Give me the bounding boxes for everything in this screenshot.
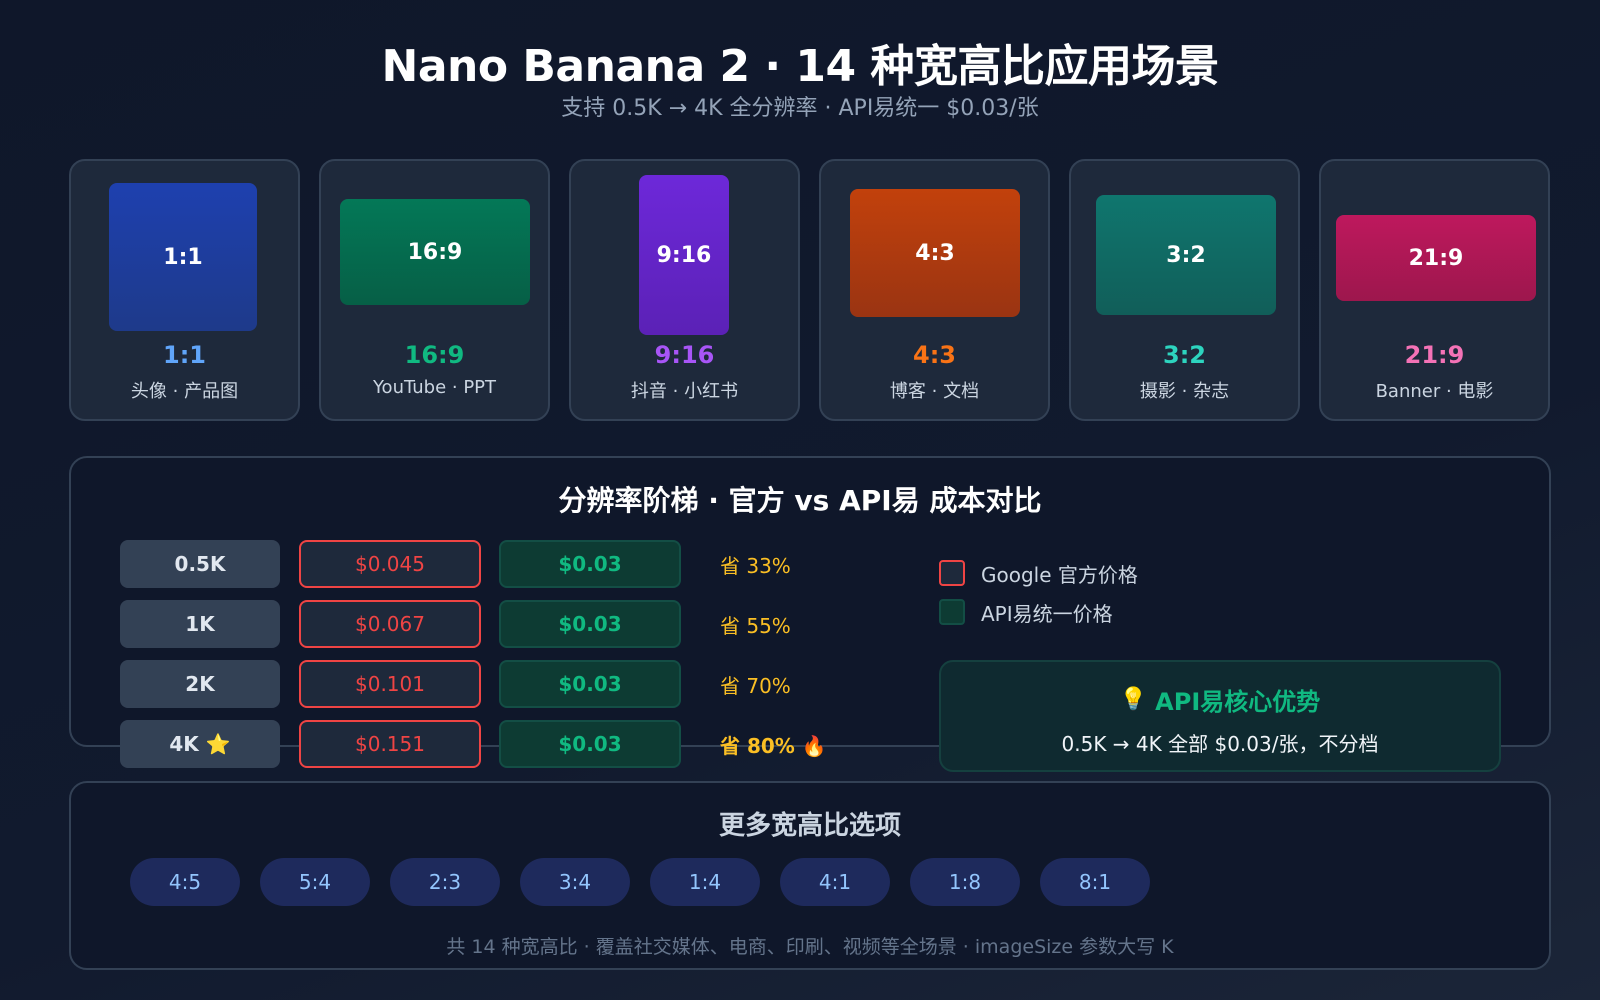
advantage-title: 💡 API易核心优势 bbox=[941, 682, 1499, 717]
ratio-card-3-2[interactable]: 3:2 3:2 摄影 · 杂志 bbox=[1069, 159, 1300, 421]
ratio-label: 1:1 bbox=[163, 341, 206, 369]
ratio-label: 9:16 bbox=[654, 341, 715, 369]
resolution-badge: 4K ⭐ bbox=[120, 720, 280, 768]
page-title: Nano Banana 2 · 14 种宽高比应用场景 bbox=[381, 41, 1219, 92]
legend-swatch-google bbox=[939, 560, 965, 586]
legend-swatch-api bbox=[939, 599, 965, 625]
resolution-badge: 0.5K bbox=[120, 540, 280, 588]
more-ratios-footer: 共 14 种宽高比 · 覆盖社交媒体、电商、印刷、视频等全场景 · imageS… bbox=[446, 936, 1174, 958]
ratio-preview-21-9: 21:9 bbox=[1336, 215, 1536, 301]
more-ratios-panel: 更多宽高比选项 4:5 5:4 2:3 3:4 1:4 4:1 1:8 8:1 … bbox=[69, 781, 1551, 970]
ratio-chip[interactable]: 1:4 bbox=[650, 858, 760, 906]
ratio-chip[interactable]: 5:4 bbox=[260, 858, 370, 906]
api-price: $0.03 bbox=[499, 660, 681, 708]
ratio-preview-9-16: 9:16 bbox=[639, 175, 729, 335]
ratio-use-case: Banner · 电影 bbox=[1375, 381, 1494, 402]
api-price: $0.03 bbox=[499, 540, 681, 588]
ratio-preview-label: 3:2 bbox=[1166, 242, 1206, 268]
ratio-preview-label: 21:9 bbox=[1408, 245, 1464, 271]
ratio-use-case: 摄影 · 杂志 bbox=[1139, 381, 1230, 402]
ratio-chip[interactable]: 4:1 bbox=[780, 858, 890, 906]
ratio-use-case: 博客 · 文档 bbox=[889, 381, 980, 402]
ratio-card-21-9[interactable]: 21:9 21:9 Banner · 电影 bbox=[1319, 159, 1550, 421]
lightbulb-icon: 💡 bbox=[1119, 687, 1148, 712]
saving-label: 省 70% bbox=[720, 673, 791, 698]
advantage-text: 0.5K → 4K 全部 $0.03/张，不分档 bbox=[1061, 732, 1379, 756]
ratio-card-grid: 1:1 1:1 头像 · 产品图 16:9 16:9 YouTube · PPT… bbox=[69, 159, 1551, 421]
ratio-preview-16-9: 16:9 bbox=[340, 199, 530, 305]
ratio-chip[interactable]: 2:3 bbox=[390, 858, 500, 906]
page-subtitle: 支持 0.5K → 4K 全分辨率 · API易统一 $0.03/张 bbox=[561, 96, 1039, 121]
legend-google-label: Google 官方价格 bbox=[981, 562, 1138, 587]
more-ratios-title: 更多宽高比选项 bbox=[718, 811, 901, 841]
ratio-preview-label: 16:9 bbox=[407, 239, 463, 265]
ratio-preview-4-3: 4:3 bbox=[850, 189, 1020, 317]
legend-api-label: API易统一价格 bbox=[981, 601, 1113, 626]
saving-label: 省 55% bbox=[720, 613, 791, 638]
legend-api: API易统一价格 bbox=[939, 599, 1113, 626]
ratio-label: 16:9 bbox=[404, 341, 465, 369]
google-price: $0.151 bbox=[299, 720, 481, 768]
api-price: $0.03 bbox=[499, 600, 681, 648]
saving-label: 省 33% bbox=[720, 553, 791, 578]
resolution-badge: 1K bbox=[120, 600, 280, 648]
google-price: $0.045 bbox=[299, 540, 481, 588]
ratio-chip[interactable]: 1:8 bbox=[910, 858, 1020, 906]
resolution-badge: 2K bbox=[120, 660, 280, 708]
advantage-box: 💡 API易核心优势 0.5K → 4K 全部 $0.03/张，不分档 bbox=[939, 660, 1501, 772]
legend-google: Google 官方价格 bbox=[939, 560, 1138, 587]
ratio-label: 3:2 bbox=[1163, 341, 1206, 369]
saving-label: 省 80% 🔥 bbox=[720, 733, 827, 758]
google-price: $0.101 bbox=[299, 660, 481, 708]
ratio-label: 21:9 bbox=[1404, 341, 1465, 369]
ratio-preview-3-2: 3:2 bbox=[1096, 195, 1276, 315]
advantage-title-text: API易核心优势 bbox=[1155, 688, 1321, 716]
ratio-use-case: 抖音 · 小红书 bbox=[630, 381, 739, 402]
ratio-chip[interactable]: 3:4 bbox=[520, 858, 630, 906]
ratio-preview-label: 4:3 bbox=[915, 240, 955, 266]
ratio-preview-1-1: 1:1 bbox=[109, 183, 257, 331]
api-price: $0.03 bbox=[499, 720, 681, 768]
pricing-title: 分辨率阶梯 · 官方 vs API易 成本对比 bbox=[558, 484, 1042, 517]
ratio-card-16-9[interactable]: 16:9 16:9 YouTube · PPT bbox=[319, 159, 550, 421]
ratio-preview-label: 1:1 bbox=[163, 244, 203, 270]
ratio-use-case: YouTube · PPT bbox=[372, 377, 497, 398]
ratio-card-1-1[interactable]: 1:1 1:1 头像 · 产品图 bbox=[69, 159, 300, 421]
ratio-card-9-16[interactable]: 9:16 9:16 抖音 · 小红书 bbox=[569, 159, 800, 421]
google-price: $0.067 bbox=[299, 600, 481, 648]
ratio-chip[interactable]: 8:1 bbox=[1040, 858, 1150, 906]
ratio-preview-label: 9:16 bbox=[656, 242, 712, 268]
ratio-use-case: 头像 · 产品图 bbox=[130, 381, 239, 402]
ratio-chip[interactable]: 4:5 bbox=[130, 858, 240, 906]
ratio-label: 4:3 bbox=[913, 341, 956, 369]
ratio-card-4-3[interactable]: 4:3 4:3 博客 · 文档 bbox=[819, 159, 1050, 421]
